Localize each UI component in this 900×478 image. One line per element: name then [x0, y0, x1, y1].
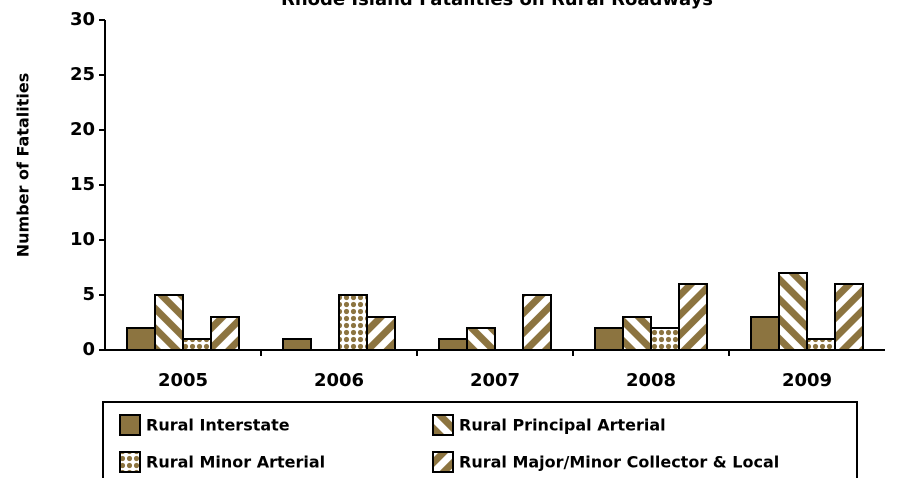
- bar: [182, 338, 212, 351]
- x-tick-label: 2006: [314, 370, 364, 391]
- legend-swatch: [432, 414, 454, 436]
- bar: [154, 294, 184, 351]
- bar: [806, 338, 836, 351]
- bar: [282, 338, 312, 351]
- x-tick-label: 2009: [782, 370, 832, 391]
- y-tick-label: 25: [70, 64, 95, 85]
- y-tick-label: 5: [82, 284, 95, 305]
- legend-swatch: [119, 414, 141, 436]
- bar: [366, 316, 396, 351]
- bar: [750, 316, 780, 351]
- bar: [622, 316, 652, 351]
- legend-swatch: [119, 451, 141, 473]
- legend-box: [102, 401, 858, 478]
- bar: [466, 327, 496, 351]
- y-tick-label: 20: [70, 119, 95, 140]
- y-tick-label: 30: [70, 9, 95, 30]
- legend-swatch: [432, 451, 454, 473]
- y-tick-label: 15: [70, 174, 95, 195]
- x-tick-label: 2007: [470, 370, 520, 391]
- bar: [778, 272, 808, 351]
- bar: [126, 327, 156, 351]
- y-axis-label: Number of Fatalities: [14, 73, 33, 257]
- legend-label: Rural Interstate: [146, 416, 290, 435]
- y-tick-label: 10: [70, 229, 95, 250]
- bar: [438, 338, 468, 351]
- bar: [594, 327, 624, 351]
- y-tick-label: 0: [82, 339, 95, 360]
- bar: [210, 316, 240, 351]
- bar: [338, 294, 368, 351]
- x-tick-label: 2005: [158, 370, 208, 391]
- bar: [650, 327, 680, 351]
- legend-label: Rural Major/Minor Collector & Local: [459, 453, 779, 472]
- x-tick-label: 2008: [626, 370, 676, 391]
- bar: [522, 294, 552, 351]
- legend-label: Rural Minor Arterial: [146, 453, 325, 472]
- chart-title: Rhode Island Fatalities on Rural Roadway…: [281, 0, 713, 10]
- bar: [834, 283, 864, 351]
- legend-label: Rural Principal Arterial: [459, 416, 666, 435]
- bar: [678, 283, 708, 351]
